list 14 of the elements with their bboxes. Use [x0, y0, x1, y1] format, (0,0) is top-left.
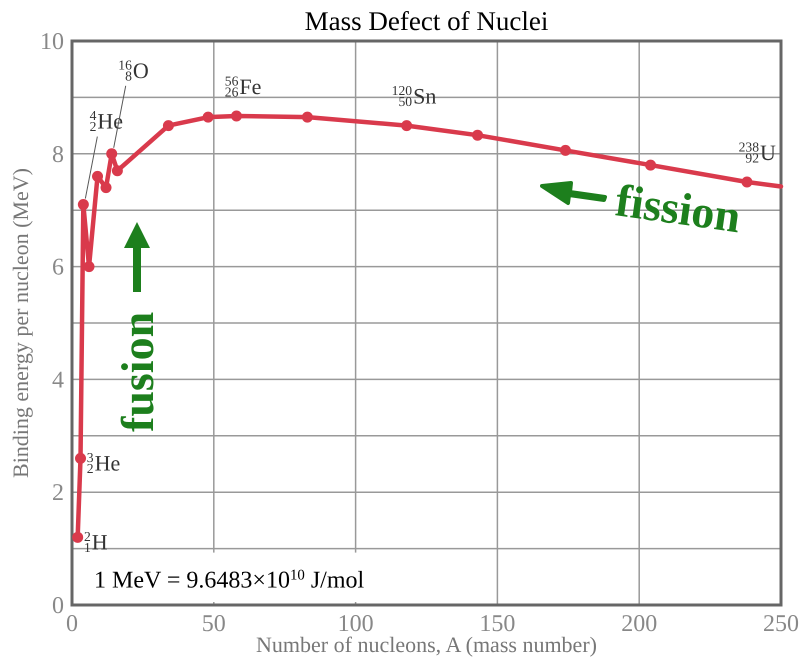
y-axis-title: Binding energy per nucleon (MeV) [8, 168, 33, 478]
y-tick-label: 6 [52, 254, 64, 281]
x-tick-label: 200 [621, 611, 658, 637]
annotation: fusion [112, 312, 163, 432]
y-tick-label: 8 [52, 142, 64, 168]
y-tick-label: 10 [40, 29, 64, 55]
chart-title: Mass Defect of Nuclei [304, 6, 548, 36]
y-tick-label: 2 [52, 480, 64, 506]
y-tick-label: 0 [52, 593, 64, 619]
y-tick-label: 4 [52, 367, 64, 394]
x-tick-label: 50 [202, 611, 226, 637]
annotation: fission [612, 174, 744, 242]
annotation: 1 MeV = 9.6483×10$^{10}$ J/mol [94, 568, 365, 594]
x-tick-label: 250 [763, 611, 799, 637]
